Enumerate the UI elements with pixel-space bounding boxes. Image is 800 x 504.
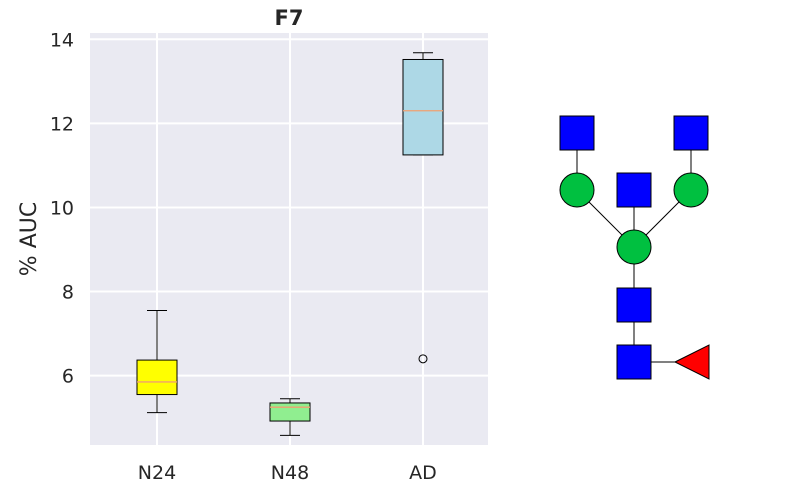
glcnac-core-square xyxy=(616,287,652,323)
x-tick-labels: N24 N48 AD xyxy=(138,462,437,484)
mannose-left-circle xyxy=(559,172,595,208)
chart-title: F7 xyxy=(275,6,304,30)
box-group xyxy=(136,309,178,414)
y-axis-label: % AUC xyxy=(17,202,42,276)
outlier-point xyxy=(418,354,428,364)
fucose-triangle xyxy=(673,344,710,380)
box-group xyxy=(269,398,311,436)
x-tick-label: N48 xyxy=(271,462,309,484)
y-tick-labels: 6 8 10 12 14 xyxy=(50,29,74,387)
box-iqr xyxy=(136,359,178,396)
mannose-right-circle xyxy=(673,172,709,208)
box-layer xyxy=(136,52,444,436)
box-iqr xyxy=(269,402,311,422)
x-tick-label: AD xyxy=(409,462,437,484)
glcnac-bisect-square xyxy=(616,172,652,208)
mannose-core-circle xyxy=(616,229,652,265)
glycan-structure xyxy=(559,115,710,380)
box-iqr xyxy=(402,58,444,156)
y-tick-label: 6 xyxy=(62,366,74,388)
y-tick-label: 14 xyxy=(50,29,74,51)
glcnac-right-square xyxy=(673,115,709,151)
x-tick-label: N24 xyxy=(138,462,176,484)
glcnac-reducing-square xyxy=(616,344,652,380)
glcnac-left-square xyxy=(559,115,595,151)
box-group xyxy=(402,52,444,364)
y-tick-label: 10 xyxy=(50,197,74,219)
y-tick-label: 12 xyxy=(50,113,74,135)
y-tick-label: 8 xyxy=(62,282,74,304)
